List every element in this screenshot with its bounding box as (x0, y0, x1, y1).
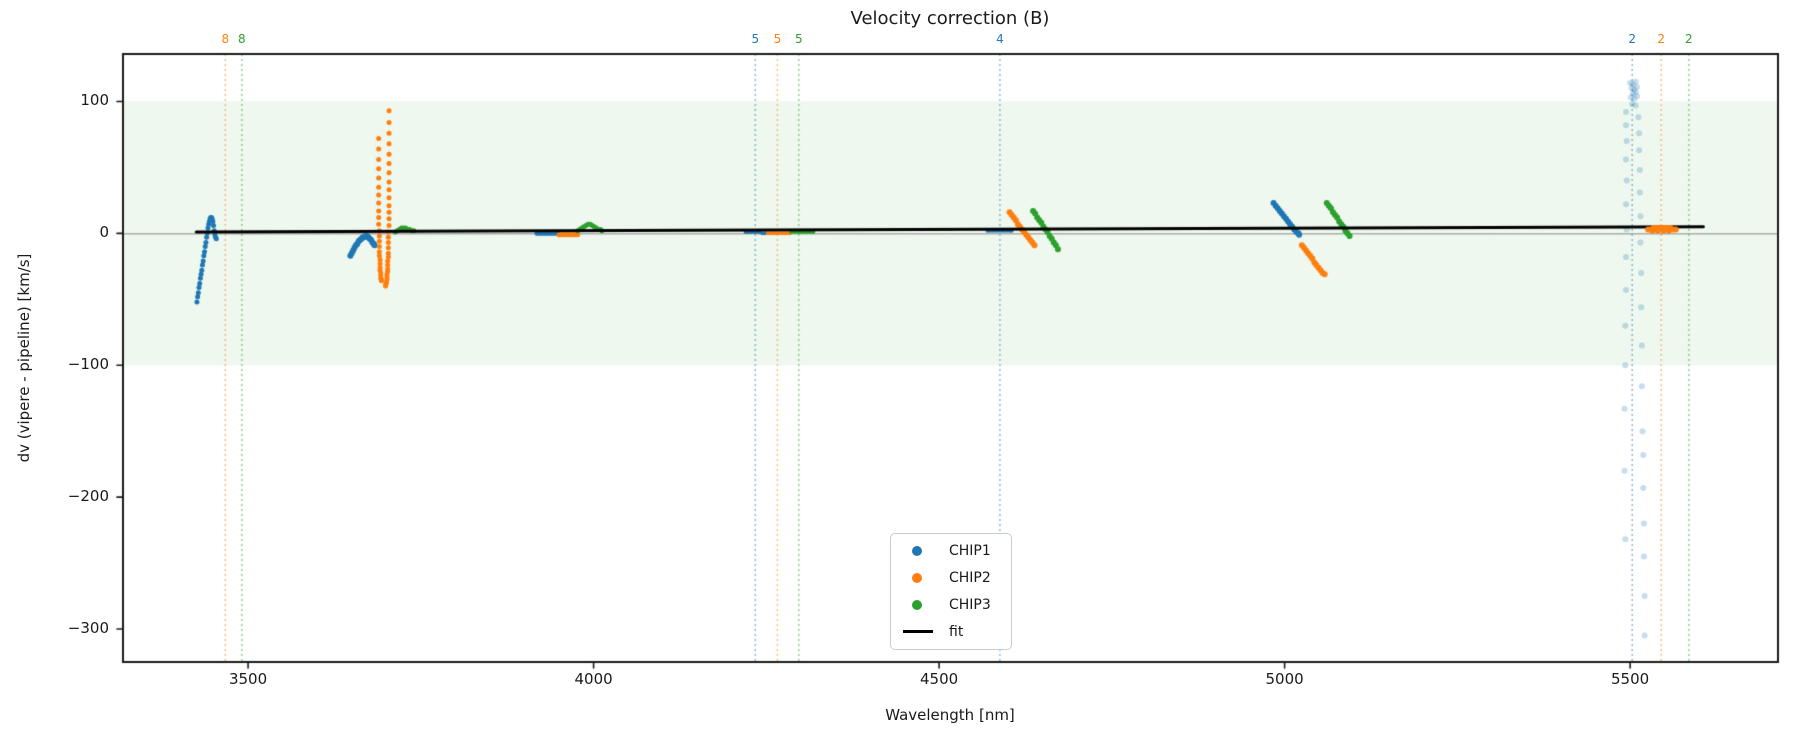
x-tick-label: 5500 (1611, 670, 1650, 688)
chip1-dot-marker-icon (903, 546, 941, 557)
y-tick-label: 100 (80, 91, 109, 110)
chart-title: Velocity correction (B) (850, 8, 1050, 29)
legend-item-label: fit (949, 623, 964, 640)
y-axis-label: dv (vipere - pipeline) [km/s] (15, 253, 33, 463)
order-count-label: 2 (1685, 32, 1693, 46)
order-count-label: 2 (1628, 32, 1637, 46)
order-count-label: 5 (773, 32, 782, 46)
x-tick-label: 4500 (920, 670, 959, 688)
x-tick-label: 3500 (228, 670, 268, 688)
legend-item-fit: fit (903, 620, 1011, 643)
legend-item-chip3: CHIP3 (903, 594, 1011, 617)
x-axis-label: Wavelength [nm] (885, 706, 1015, 724)
legend-item-chip2: CHIP2 (903, 567, 1011, 590)
order-count-label: 2 (1657, 32, 1666, 46)
fit-line-marker-icon (903, 630, 941, 634)
legend-item-chip1: CHIP1 (903, 540, 1011, 563)
order-count-label: 8 (238, 32, 246, 46)
chip3-dot-marker-icon (903, 599, 941, 610)
order-count-label: 8 (221, 32, 230, 46)
chip2-dot-marker-icon (903, 573, 941, 584)
legend-item-label: CHIP2 (949, 570, 991, 587)
order-count-label: 5 (751, 32, 760, 46)
x-tick-label: 5000 (1265, 670, 1304, 688)
y-tick-label: −100 (67, 355, 109, 374)
order-count-label: 4 (996, 32, 1004, 46)
y-tick-label: −200 (67, 487, 109, 506)
legend-item-label: CHIP3 (949, 596, 991, 613)
x-tick-label: 4000 (574, 670, 613, 688)
order-count-label: 5 (794, 32, 803, 46)
legend: CHIP1 CHIP2 CHIP3 fit (890, 533, 1012, 650)
legend-item-label: CHIP1 (949, 543, 991, 560)
y-tick-label: 0 (99, 223, 109, 242)
y-tick-label: −300 (67, 619, 109, 638)
